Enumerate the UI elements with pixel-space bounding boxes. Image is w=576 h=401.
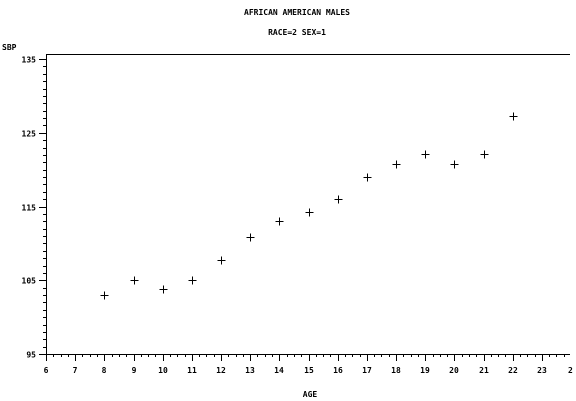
y-tick-label: 105 bbox=[22, 277, 37, 286]
x-tick-labels: 6 7 8 9 10 11 12 13 14 15 16 17 18 19 20 21 22 23 2 bbox=[44, 366, 573, 375]
x-tick-label: 6 bbox=[44, 366, 49, 375]
data-point bbox=[305, 208, 314, 217]
data-point bbox=[421, 150, 430, 159]
data-point bbox=[217, 256, 226, 265]
data-point bbox=[275, 217, 284, 226]
x-tick-label: 22 bbox=[508, 366, 518, 375]
data-point bbox=[450, 160, 459, 169]
y-tick-label: 115 bbox=[22, 204, 37, 213]
data-points bbox=[100, 112, 518, 300]
x-tick-label: 16 bbox=[333, 366, 343, 375]
x-tick-label: 20 bbox=[449, 366, 459, 375]
y-axis-label: SBP bbox=[2, 43, 17, 52]
x-tick-label: 12 bbox=[216, 366, 226, 375]
data-point bbox=[480, 150, 489, 159]
chart-title: AFRICAN AMERICAN MALES bbox=[244, 8, 350, 17]
data-point bbox=[159, 285, 168, 294]
data-point bbox=[363, 173, 372, 182]
x-tick-label: 14 bbox=[274, 366, 284, 375]
x-tick-label: 7 bbox=[73, 366, 78, 375]
y-major-ticks bbox=[39, 59, 46, 355]
data-point bbox=[188, 276, 197, 285]
x-axis-label: AGE bbox=[303, 390, 318, 399]
x-tick-label: 9 bbox=[132, 366, 137, 375]
data-point bbox=[509, 112, 518, 121]
data-point bbox=[100, 291, 109, 300]
data-point bbox=[392, 160, 401, 169]
x-tick-label: 17 bbox=[362, 366, 372, 375]
data-point bbox=[334, 195, 343, 204]
x-tick-label: 8 bbox=[102, 366, 107, 375]
data-point bbox=[246, 233, 255, 242]
x-tick-label: 21 bbox=[479, 366, 489, 375]
x-tick-label: 10 bbox=[158, 366, 168, 375]
x-tick-label: 23 bbox=[537, 366, 547, 375]
y-tick-label: 135 bbox=[22, 56, 37, 65]
x-tick-label: 11 bbox=[187, 366, 197, 375]
x-tick-label: 13 bbox=[245, 366, 255, 375]
x-minor-ticks bbox=[46, 354, 565, 357]
x-tick-label: 2 bbox=[568, 366, 573, 375]
x-major-ticks bbox=[46, 354, 543, 361]
data-point bbox=[130, 276, 139, 285]
y-tick-label: 125 bbox=[22, 130, 37, 139]
x-tick-label: 18 bbox=[391, 366, 401, 375]
y-tick-labels: 95 105 115 125 135 bbox=[22, 56, 37, 360]
chart-subtitle: RACE=2 SEX=1 bbox=[268, 28, 326, 37]
y-tick-label: 95 bbox=[26, 351, 36, 360]
x-tick-label: 19 bbox=[420, 366, 430, 375]
x-tick-label: 15 bbox=[304, 366, 314, 375]
